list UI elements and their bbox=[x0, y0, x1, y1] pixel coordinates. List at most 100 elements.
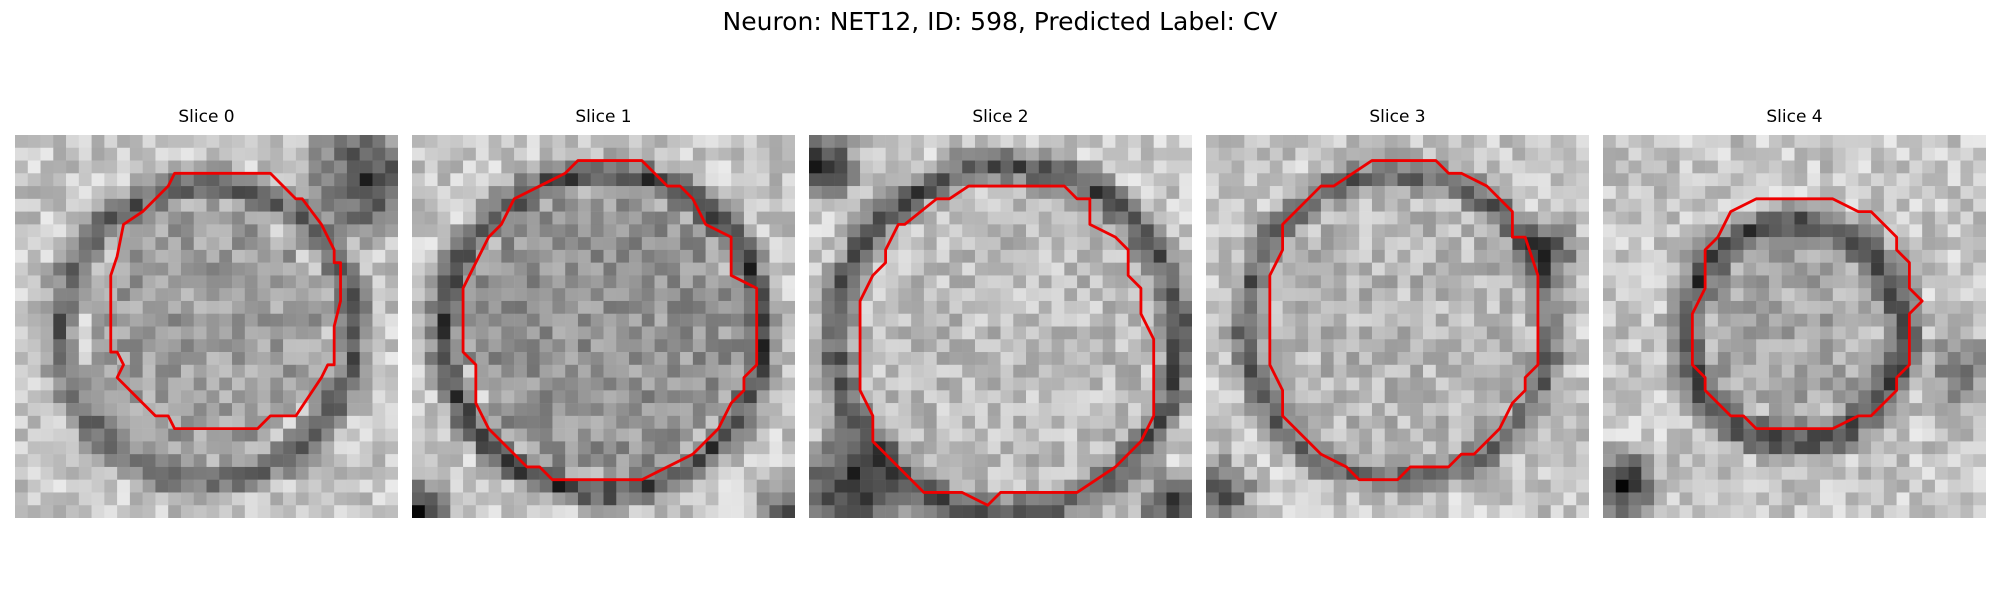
pixel bbox=[1474, 364, 1488, 378]
pixel bbox=[705, 249, 719, 263]
pixel bbox=[412, 492, 426, 506]
pixel bbox=[860, 211, 874, 225]
pixel bbox=[1333, 466, 1347, 480]
pixel bbox=[923, 313, 937, 327]
pixel bbox=[346, 135, 360, 149]
pixel bbox=[1896, 505, 1910, 518]
pixel bbox=[1871, 262, 1885, 276]
pixel bbox=[1768, 428, 1782, 442]
pixel bbox=[616, 147, 630, 161]
pixel bbox=[1576, 147, 1589, 161]
pixel bbox=[463, 224, 477, 238]
pixel bbox=[936, 313, 950, 327]
pixel bbox=[1077, 288, 1091, 302]
pixel bbox=[1269, 173, 1283, 187]
pixel bbox=[1179, 237, 1192, 251]
pixel bbox=[104, 211, 118, 225]
pixel bbox=[1615, 364, 1629, 378]
pixel bbox=[1244, 211, 1258, 225]
pixel bbox=[501, 300, 515, 314]
pixel bbox=[1512, 415, 1526, 429]
pixel bbox=[1654, 428, 1668, 442]
pixel bbox=[552, 364, 566, 378]
pixel bbox=[1384, 364, 1398, 378]
pixel bbox=[1705, 160, 1719, 174]
pixel bbox=[1140, 364, 1154, 378]
pixel bbox=[206, 237, 220, 251]
pixel bbox=[334, 505, 348, 518]
pixel bbox=[1333, 326, 1347, 340]
pixel bbox=[1359, 441, 1373, 455]
pixel bbox=[372, 262, 386, 276]
pixel bbox=[526, 300, 540, 314]
pixel bbox=[1115, 160, 1129, 174]
pixel bbox=[923, 364, 937, 378]
pixel bbox=[91, 326, 105, 340]
pixel bbox=[1794, 237, 1808, 251]
pixel bbox=[743, 300, 757, 314]
pixel bbox=[629, 454, 643, 468]
pixel bbox=[898, 505, 912, 518]
pixel bbox=[168, 492, 182, 506]
pixel bbox=[1218, 441, 1232, 455]
pixel bbox=[450, 326, 464, 340]
pixel bbox=[987, 186, 1001, 200]
pixel bbox=[321, 160, 335, 174]
pixel bbox=[412, 390, 426, 404]
pixel bbox=[450, 300, 464, 314]
pixel bbox=[692, 403, 706, 417]
pixel bbox=[1423, 186, 1437, 200]
pixel bbox=[1717, 288, 1731, 302]
pixel bbox=[155, 377, 169, 391]
pixel bbox=[334, 441, 348, 455]
pixel bbox=[1384, 313, 1398, 327]
pixel bbox=[1231, 237, 1245, 251]
pixel bbox=[1320, 441, 1334, 455]
pixel bbox=[168, 390, 182, 404]
pixel bbox=[1679, 186, 1693, 200]
pixel bbox=[501, 505, 515, 518]
pixel bbox=[1525, 415, 1539, 429]
pixel bbox=[603, 466, 617, 480]
pixel bbox=[1807, 160, 1821, 174]
pixel bbox=[1282, 224, 1296, 238]
pixel bbox=[117, 186, 131, 200]
pixel bbox=[206, 288, 220, 302]
pixel bbox=[1128, 300, 1142, 314]
pixel bbox=[718, 186, 732, 200]
pixel bbox=[1038, 147, 1052, 161]
pixel bbox=[15, 288, 29, 302]
pixel bbox=[898, 326, 912, 340]
pixel bbox=[962, 505, 976, 518]
pixel bbox=[1537, 492, 1551, 506]
pixel bbox=[1641, 441, 1655, 455]
pixel bbox=[53, 262, 67, 276]
pixel bbox=[834, 505, 848, 518]
pixel bbox=[1077, 135, 1091, 149]
pixel bbox=[539, 300, 553, 314]
pixel bbox=[1179, 262, 1192, 276]
pixel bbox=[232, 173, 246, 187]
pixel bbox=[847, 454, 861, 468]
pixel bbox=[514, 428, 528, 442]
pixel bbox=[1820, 364, 1834, 378]
pixel bbox=[1257, 377, 1271, 391]
pixel bbox=[1166, 403, 1180, 417]
pixel bbox=[936, 186, 950, 200]
pixel bbox=[860, 313, 874, 327]
pixel bbox=[1064, 262, 1078, 276]
pixel bbox=[295, 224, 309, 238]
pixel bbox=[898, 198, 912, 212]
pixel bbox=[168, 403, 182, 417]
pixel bbox=[1576, 249, 1589, 263]
pixel bbox=[1947, 492, 1961, 506]
pixel bbox=[756, 377, 770, 391]
pixel bbox=[295, 352, 309, 366]
pixel bbox=[1295, 160, 1309, 174]
pixel bbox=[1244, 198, 1258, 212]
pixel bbox=[206, 492, 220, 506]
pixel bbox=[1013, 415, 1027, 429]
pixel bbox=[1499, 186, 1513, 200]
pixel bbox=[53, 173, 67, 187]
pixel bbox=[539, 147, 553, 161]
